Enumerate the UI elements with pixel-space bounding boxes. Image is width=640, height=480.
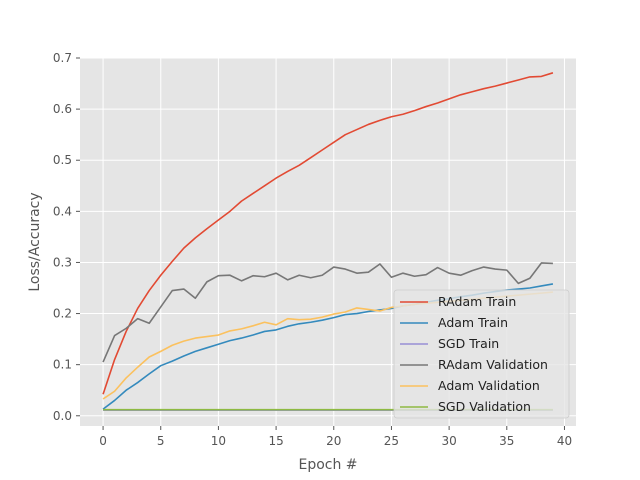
x-tick-label: 10 <box>211 434 226 448</box>
x-tick-label: 5 <box>157 434 165 448</box>
legend-label: RAdam Validation <box>438 357 548 372</box>
y-tick-label: 0.3 <box>53 255 72 269</box>
x-tick-label: 40 <box>557 434 572 448</box>
legend-label: RAdam Train <box>438 294 516 309</box>
axis-ticks: 0 5 10 15 20 25 30 35 40 0.0 0.1 0.2 0.3 0.4 0.5 0.6 0.7 <box>53 51 572 448</box>
x-tick-label: 20 <box>326 434 341 448</box>
y-tick-label: 0.1 <box>53 358 72 372</box>
series-line-radam-train <box>102 72 554 395</box>
legend-box <box>393 289 570 419</box>
x-tick-label: 25 <box>384 434 399 448</box>
y-tick-label: 0.5 <box>53 153 72 167</box>
y-axis-label: Loss/Accuracy <box>27 192 43 291</box>
x-tick-label: 30 <box>441 434 456 448</box>
legend-label: SGD Train <box>438 336 499 351</box>
x-axis-label: Epoch # <box>298 457 357 473</box>
y-tick-label: 0.0 <box>53 409 72 423</box>
y-tick-label: 0.2 <box>53 307 72 321</box>
series-line-radam-validation <box>102 262 553 363</box>
legend-label: Adam Train <box>438 315 508 330</box>
x-tick-label: 0 <box>99 434 107 448</box>
y-tick-label: 0.6 <box>53 102 72 116</box>
legend-label: SGD Validation <box>438 399 531 414</box>
legend: RAdam Train Adam Train SGD Train RAdam Vali… <box>393 289 570 419</box>
x-tick-label: 35 <box>499 434 514 448</box>
y-tick-label: 0.4 <box>53 204 72 218</box>
legend-label: Adam Validation <box>438 378 540 393</box>
y-tick-label: 0.7 <box>53 51 72 65</box>
x-tick-label: 15 <box>268 434 283 448</box>
